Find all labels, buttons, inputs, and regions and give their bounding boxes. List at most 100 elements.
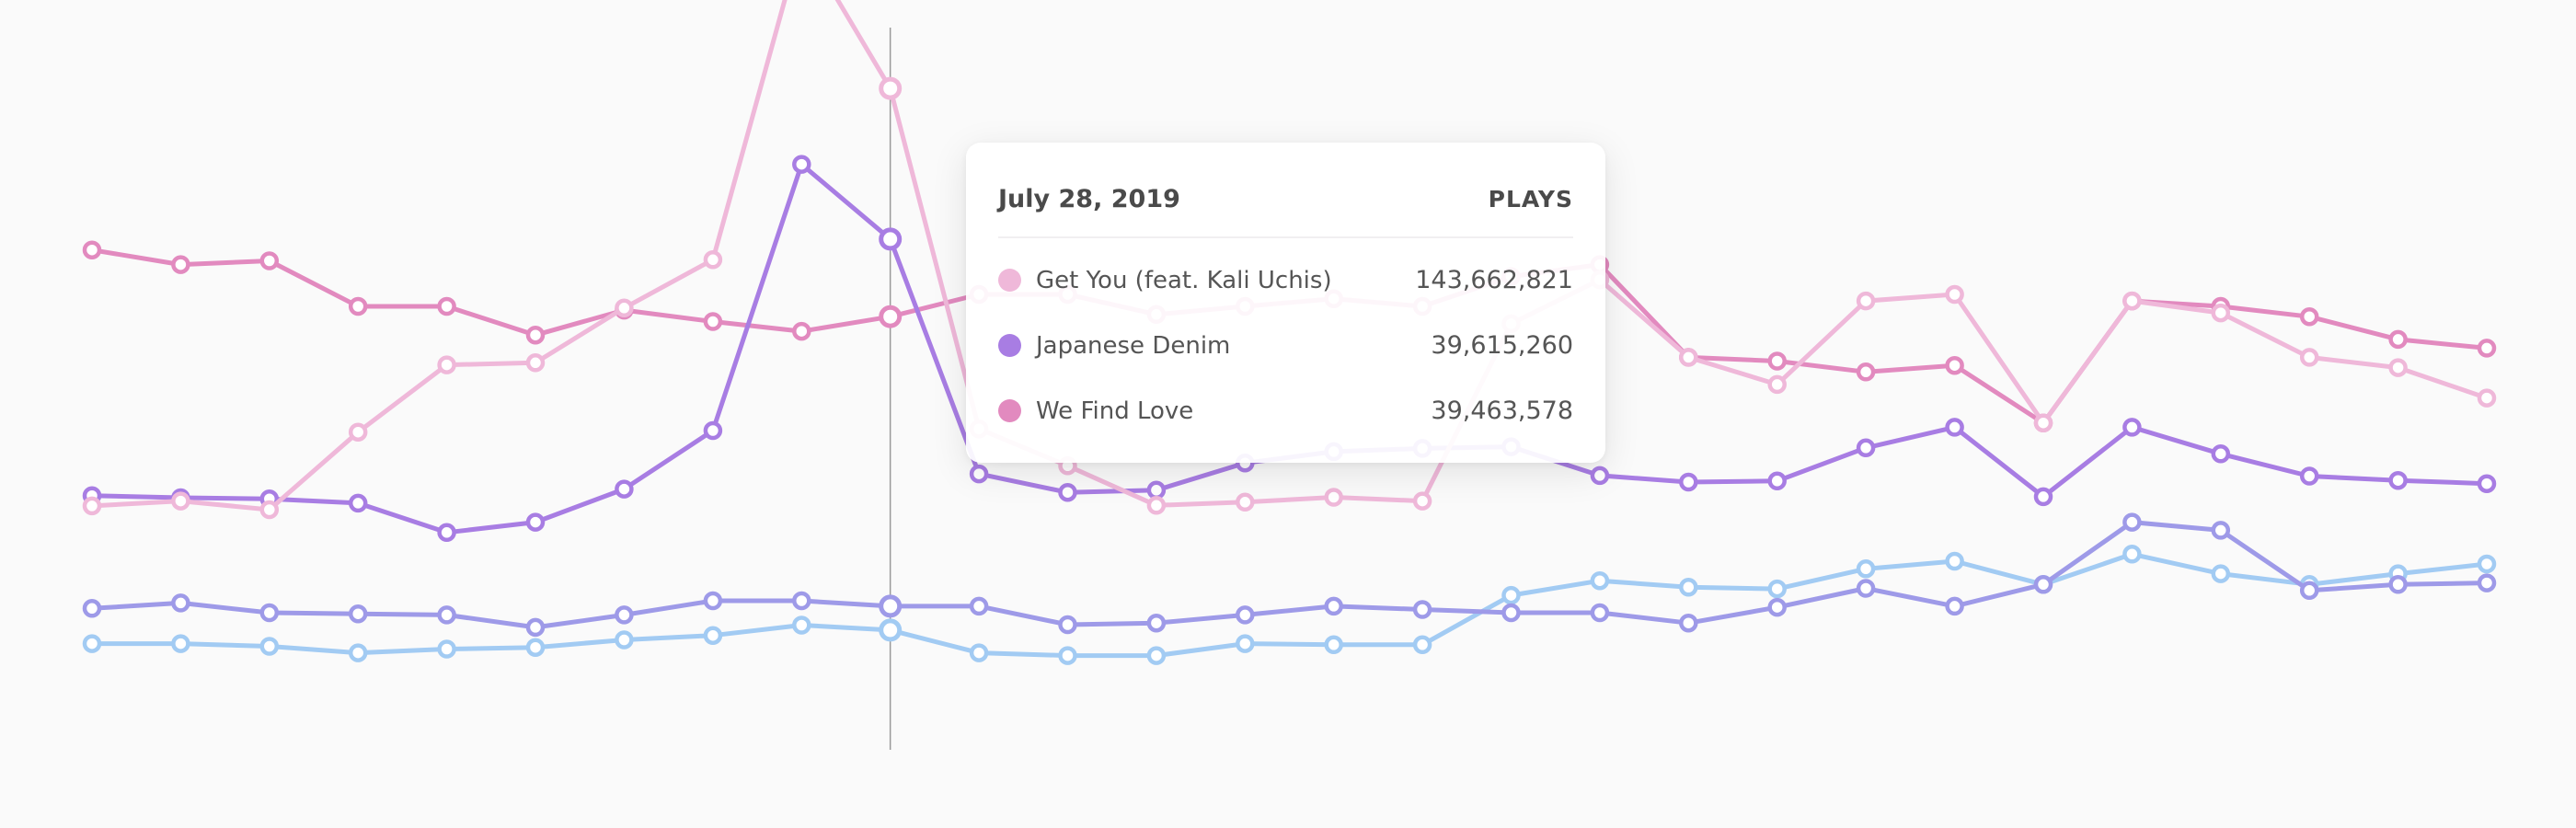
data-point[interactable] [1767, 351, 1787, 371]
data-point[interactable] [1590, 466, 1610, 486]
data-point[interactable] [2388, 358, 2408, 377]
highlighted-data-point[interactable] [879, 618, 903, 642]
data-point[interactable] [2211, 303, 2231, 323]
data-point[interactable] [1856, 291, 1876, 311]
data-point[interactable] [615, 630, 634, 650]
data-point[interactable] [171, 593, 190, 613]
data-point[interactable] [1058, 482, 1077, 502]
data-point[interactable] [1501, 585, 1521, 605]
data-point[interactable] [2122, 512, 2142, 532]
data-point[interactable] [1679, 348, 1698, 367]
data-point[interactable] [1236, 634, 1255, 653]
data-point[interactable] [1767, 579, 1787, 599]
data-point[interactable] [2477, 554, 2497, 574]
data-point[interactable] [2299, 466, 2319, 486]
data-point[interactable] [969, 464, 989, 484]
data-point[interactable] [792, 615, 811, 635]
data-point[interactable] [2477, 474, 2497, 493]
data-point[interactable] [82, 634, 102, 653]
data-point[interactable] [1324, 596, 1343, 616]
data-point[interactable] [2388, 575, 2408, 594]
data-point[interactable] [2477, 573, 2497, 592]
data-point[interactable] [525, 325, 546, 345]
data-point[interactable] [1146, 646, 1167, 665]
highlighted-data-point[interactable] [879, 594, 903, 618]
data-point[interactable] [1058, 646, 1077, 665]
data-point[interactable] [348, 296, 368, 316]
data-point[interactable] [1146, 480, 1167, 500]
data-point[interactable] [2122, 291, 2142, 311]
data-point[interactable] [969, 596, 989, 616]
data-point[interactable] [969, 643, 989, 662]
data-point[interactable] [2299, 348, 2319, 367]
data-point[interactable] [2033, 575, 2053, 594]
data-point[interactable] [792, 591, 811, 611]
data-point[interactable] [1767, 597, 1787, 617]
data-point[interactable] [525, 353, 546, 373]
data-point[interactable] [2122, 418, 2142, 437]
data-point[interactable] [2299, 581, 2319, 601]
data-point[interactable] [2477, 388, 2497, 408]
data-point[interactable] [2211, 444, 2231, 464]
data-point[interactable] [703, 250, 723, 270]
data-point[interactable] [348, 643, 368, 662]
data-point[interactable] [348, 604, 368, 624]
data-point[interactable] [1412, 635, 1432, 655]
data-point[interactable] [1945, 551, 1964, 571]
data-point[interactable] [2033, 487, 2053, 507]
data-point[interactable] [1679, 578, 1698, 597]
data-point[interactable] [615, 605, 634, 625]
data-point[interactable] [1236, 492, 1255, 512]
data-point[interactable] [348, 493, 368, 513]
data-point[interactable] [1236, 605, 1255, 625]
data-point[interactable] [525, 638, 546, 657]
data-point[interactable] [1767, 471, 1787, 491]
data-point[interactable] [2477, 339, 2497, 358]
data-point[interactable] [1856, 559, 1876, 579]
data-point[interactable] [1679, 472, 1698, 492]
data-point[interactable] [792, 321, 811, 341]
highlighted-data-point[interactable] [879, 227, 903, 251]
data-point[interactable] [525, 617, 546, 638]
data-point[interactable] [1590, 570, 1610, 591]
data-point[interactable] [703, 626, 723, 645]
data-point[interactable] [1324, 488, 1343, 507]
data-point[interactable] [171, 491, 190, 511]
data-point[interactable] [1412, 600, 1432, 619]
data-point[interactable] [1945, 355, 1964, 375]
data-point[interactable] [1856, 579, 1876, 598]
data-point[interactable] [1767, 374, 1787, 395]
data-point[interactable] [437, 523, 456, 543]
highlighted-data-point[interactable] [879, 76, 903, 100]
data-point[interactable] [1501, 603, 1521, 623]
data-point[interactable] [2211, 521, 2231, 540]
data-point[interactable] [437, 605, 456, 625]
data-point[interactable] [1945, 596, 1964, 616]
highlighted-data-point[interactable] [879, 305, 903, 328]
data-point[interactable] [2299, 306, 2319, 327]
data-point[interactable] [259, 637, 280, 656]
data-point[interactable] [1324, 635, 1343, 655]
data-point[interactable] [437, 296, 456, 316]
data-point[interactable] [1945, 284, 1964, 305]
data-point[interactable] [1058, 615, 1077, 635]
data-point[interactable] [171, 255, 190, 274]
data-point[interactable] [615, 479, 634, 499]
data-point[interactable] [437, 355, 456, 374]
data-point[interactable] [2211, 564, 2231, 583]
data-point[interactable] [615, 298, 634, 318]
data-point[interactable] [703, 312, 723, 331]
data-point[interactable] [525, 512, 546, 532]
data-point[interactable] [259, 500, 280, 520]
data-point[interactable] [2388, 329, 2408, 350]
data-point[interactable] [259, 251, 280, 270]
data-point[interactable] [348, 422, 368, 442]
data-point[interactable] [2033, 413, 2053, 432]
data-point[interactable] [1856, 438, 1876, 458]
data-point[interactable] [1146, 613, 1167, 633]
data-point[interactable] [1146, 496, 1167, 515]
data-point[interactable] [1945, 418, 1964, 437]
data-point[interactable] [1856, 362, 1876, 382]
data-point[interactable] [82, 240, 102, 259]
data-point[interactable] [1412, 491, 1432, 511]
